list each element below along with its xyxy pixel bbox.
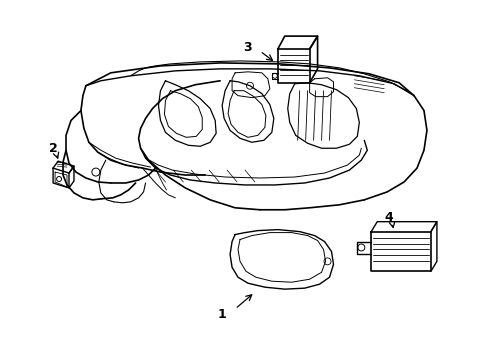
- Text: 4: 4: [384, 211, 393, 224]
- Text: 3: 3: [243, 41, 252, 54]
- Text: 1: 1: [217, 309, 226, 321]
- Text: 2: 2: [49, 142, 58, 155]
